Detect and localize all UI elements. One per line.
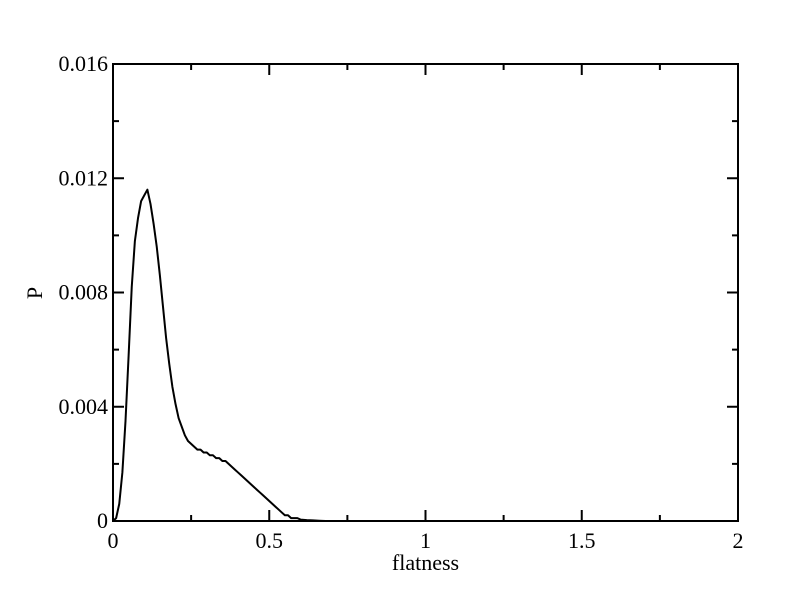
series-line: [112, 188, 332, 522]
y-axis-label: P: [22, 287, 47, 299]
x-axis-label: flatness: [392, 550, 459, 575]
x-tick-label: 2: [733, 528, 744, 553]
y-tick-label: 0.016: [59, 51, 109, 76]
x-tick-label: 1.5: [568, 528, 596, 553]
tick-labels-group: 0 0.5 1 1.5 2 0 0.004 0.008 0.012 0.016: [59, 51, 744, 553]
x-tick-label: 0.5: [256, 528, 284, 553]
y-tick-label: 0.004: [59, 394, 109, 419]
x-tick-label: 1: [420, 528, 431, 553]
ticks-group: [112, 63, 739, 522]
y-tick-label: 0.008: [59, 280, 109, 305]
x-tick-label: 0: [108, 528, 119, 553]
y-tick-label: 0: [97, 508, 108, 533]
y-tick-label: 0.012: [59, 165, 109, 190]
